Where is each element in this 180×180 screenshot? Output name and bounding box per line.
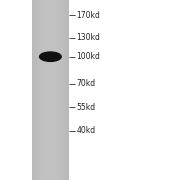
- Ellipse shape: [40, 52, 61, 61]
- Text: 130kd: 130kd: [76, 33, 100, 42]
- Text: 170kd: 170kd: [76, 11, 100, 20]
- Text: 55kd: 55kd: [76, 103, 96, 112]
- Text: 70kd: 70kd: [76, 79, 96, 88]
- Text: 40kd: 40kd: [76, 126, 96, 135]
- Text: 100kd: 100kd: [76, 52, 100, 61]
